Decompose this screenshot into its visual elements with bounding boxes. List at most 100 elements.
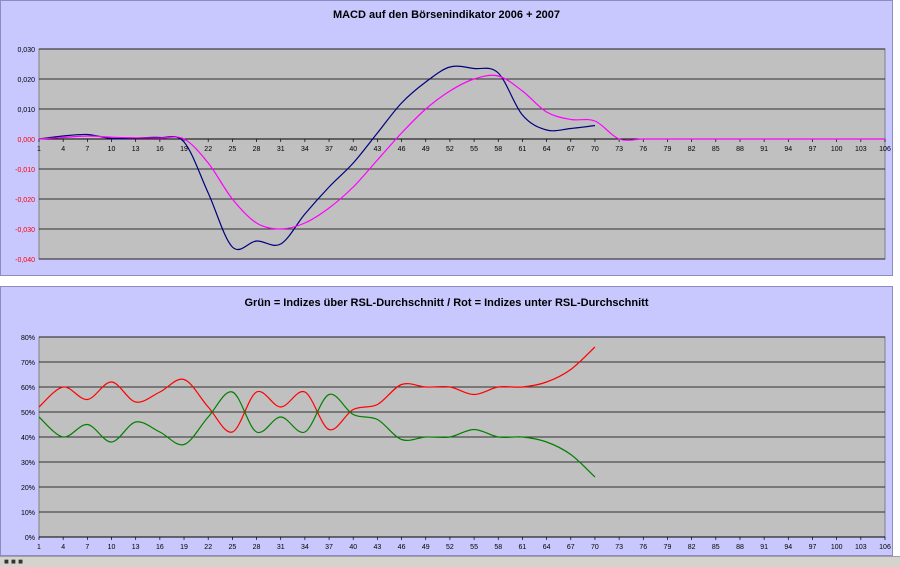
x-tick-label: 91	[760, 146, 768, 153]
x-tick-label: 64	[543, 544, 551, 551]
y-tick-label: -0,020	[15, 197, 35, 204]
x-tick-label: 49	[422, 146, 430, 153]
x-tick-label: 100	[831, 544, 843, 551]
x-tick-label: 70	[591, 544, 599, 551]
x-tick-label: 7	[85, 146, 89, 153]
x-tick-label: 85	[712, 544, 720, 551]
sheet-tab-strip: ■ ■ ■	[0, 556, 900, 567]
x-tick-label: 97	[809, 146, 817, 153]
y-tick-label: 60%	[21, 385, 35, 392]
x-tick-label: 55	[470, 146, 478, 153]
x-tick-label: 88	[736, 146, 744, 153]
x-tick-label: 16	[156, 544, 164, 551]
y-tick-label: 40%	[21, 435, 35, 442]
x-tick-label: 10	[108, 544, 116, 551]
x-tick-label: 25	[228, 146, 236, 153]
y-tick-label: 50%	[21, 410, 35, 417]
x-tick-label: 10	[108, 146, 116, 153]
rsl-chart-title: Grün = Indizes über RSL-Durchschnitt / R…	[244, 297, 649, 309]
x-tick-label: 106	[879, 146, 891, 153]
x-tick-label: 52	[446, 146, 454, 153]
sheet-tab-label: ■ ■ ■	[4, 557, 23, 566]
y-tick-label: 0,010	[17, 107, 35, 114]
x-tick-label: 94	[784, 146, 792, 153]
y-tick-label: 0,030	[17, 47, 35, 54]
y-tick-label: -0,010	[15, 167, 35, 174]
x-tick-label: 43	[374, 146, 382, 153]
series-line-0	[38, 346, 596, 433]
x-tick-label: 34	[301, 146, 309, 153]
y-tick-label: -0,030	[15, 227, 35, 234]
x-tick-label: 52	[446, 544, 454, 551]
x-tick-label: 1	[37, 544, 41, 551]
y-tick-label: -0,040	[15, 257, 35, 264]
x-tick-label: 37	[325, 146, 333, 153]
y-tick-label: 80%	[21, 335, 35, 342]
x-tick-label: 67	[567, 146, 575, 153]
x-tick-label: 58	[494, 146, 502, 153]
y-tick-label: 10%	[21, 510, 35, 517]
x-tick-label: 43	[374, 544, 382, 551]
x-tick-label: 67	[567, 544, 575, 551]
x-tick-label: 31	[277, 146, 285, 153]
macd-chart-title: MACD auf den Börsenindikator 2006 + 2007	[332, 9, 561, 21]
x-tick-label: 40	[349, 544, 357, 551]
plot-area	[38, 48, 886, 260]
x-tick-label: 79	[664, 146, 672, 153]
x-tick-label: 13	[132, 146, 140, 153]
x-tick-label: 4	[61, 146, 65, 153]
rsl-chart-area: Grün = Indizes über RSL-Durchschnitt / R…	[0, 286, 893, 556]
x-tick-label: 73	[615, 544, 623, 551]
x-tick-label: 22	[204, 146, 212, 153]
x-tick-label: 100	[831, 146, 843, 153]
x-tick-label: 106	[879, 544, 891, 551]
x-tick-label: 82	[688, 544, 696, 551]
rsl-chart: 80% 70% 60% 50% 40% 30% 20% 10% 0%1 4 7 10 13 16 19 22 2…	[21, 335, 891, 551]
x-tick-label: 25	[228, 544, 236, 551]
x-tick-label: 19	[180, 544, 188, 551]
x-tick-label: 70	[591, 146, 599, 153]
x-tick-label: 73	[615, 146, 623, 153]
x-tick-label: 64	[543, 146, 551, 153]
x-tick-label: 4	[61, 544, 65, 551]
x-tick-label: 7	[85, 544, 89, 551]
x-tick-label: 46	[398, 544, 406, 551]
x-tick-label: 1	[37, 146, 41, 153]
series-line-1	[38, 391, 596, 478]
x-tick-label: 22	[204, 544, 212, 551]
y-tick-label: 20%	[21, 485, 35, 492]
x-tick-label: 37	[325, 544, 333, 551]
x-tick-label: 16	[156, 146, 164, 153]
x-tick-label: 31	[277, 544, 285, 551]
macd-chart-area: MACD auf den Börsenindikator 2006 + 2007…	[0, 0, 893, 276]
x-tick-label: 91	[760, 544, 768, 551]
y-tick-label: 70%	[21, 360, 35, 367]
x-tick-label: 97	[809, 544, 817, 551]
x-tick-label: 61	[519, 146, 527, 153]
x-tick-label: 76	[639, 146, 647, 153]
x-tick-label: 79	[664, 544, 672, 551]
x-tick-label: 82	[688, 146, 696, 153]
x-tick-label: 28	[253, 544, 261, 551]
x-tick-label: 58	[494, 544, 502, 551]
y-tick-label: 0%	[25, 535, 35, 542]
x-tick-label: 88	[736, 544, 744, 551]
y-tick-label: 30%	[21, 460, 35, 467]
series-line-1	[38, 74, 885, 230]
x-tick-label: 13	[132, 544, 140, 551]
x-tick-label: 46	[398, 146, 406, 153]
x-tick-label: 85	[712, 146, 720, 153]
macd-chart: 0,030 0,020 0,010 0,000 -0,010 -0,020 -0,030 -0…	[15, 47, 891, 264]
x-tick-label: 61	[519, 544, 527, 551]
y-tick-label: 0,000	[17, 137, 35, 144]
x-tick-label: 55	[470, 544, 478, 551]
x-tick-label: 19	[180, 146, 188, 153]
x-tick-label: 94	[784, 544, 792, 551]
x-tick-label: 40	[349, 146, 357, 153]
x-tick-label: 76	[639, 544, 647, 551]
x-tick-label: 34	[301, 544, 309, 551]
x-tick-label: 103	[855, 146, 867, 153]
x-tick-label: 49	[422, 544, 430, 551]
x-tick-label: 103	[855, 544, 867, 551]
y-tick-label: 0,020	[17, 77, 35, 84]
